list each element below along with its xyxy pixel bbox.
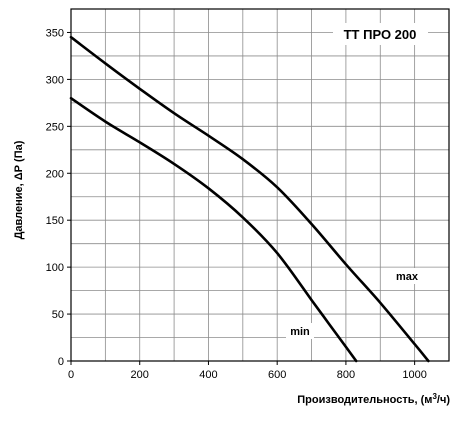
curve-max: [69, 35, 430, 363]
title-badge: ТТ ПРО 200: [333, 23, 428, 45]
plot-frame: [70, 8, 450, 362]
min-label: min: [286, 323, 314, 339]
y-tick-label: 150: [46, 215, 64, 227]
x-tick-label: 0: [68, 369, 74, 381]
max-label-bg: [391, 268, 423, 284]
x-tick-label: 600: [268, 369, 286, 381]
y-axis-title: Давление, ΔР (Па): [13, 140, 25, 239]
x-axis-title-sup: 3: [432, 392, 437, 401]
y-axis-ticks: 0 50 100 150 200 250 300 350: [46, 27, 71, 368]
y-tick-label: 50: [52, 309, 64, 321]
x-tick-label: 400: [199, 369, 217, 381]
grid: [71, 9, 449, 361]
y-tick-label: 100: [46, 262, 64, 274]
max-series-label: max: [396, 271, 419, 283]
title-badge-box: [333, 23, 428, 45]
x-tick-label: 1000: [402, 369, 426, 381]
x-tick-label: 800: [337, 369, 355, 381]
x-axis-title-main: Производительность, (м: [297, 394, 432, 406]
y-tick-label: 350: [46, 27, 64, 39]
chart-title: ТТ ПРО 200: [344, 27, 417, 42]
curves: [69, 35, 430, 363]
y-tick-label: 250: [46, 121, 64, 133]
y-tick-label: 200: [46, 168, 64, 180]
y-tick-label: 0: [58, 356, 64, 368]
y-tick-label: 300: [46, 74, 64, 86]
x-axis-ticks: 0 200 400 600 800 1000: [68, 361, 427, 381]
x-tick-label: 200: [131, 369, 149, 381]
min-series-label: min: [290, 326, 310, 338]
x-axis-title-end: /ч): [437, 394, 450, 406]
curve-min: [69, 96, 358, 363]
max-label: max: [391, 268, 423, 284]
x-axis-title: Производительность, (м3/ч): [297, 392, 450, 406]
min-label-bg: [286, 323, 314, 339]
